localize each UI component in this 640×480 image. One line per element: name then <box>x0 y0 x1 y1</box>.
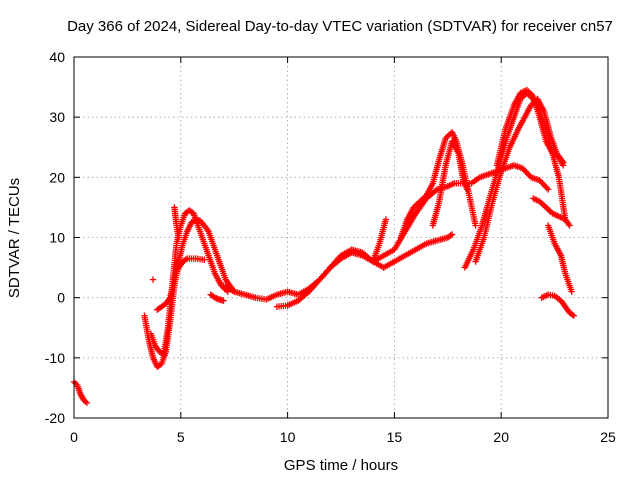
y-tick-label: -20 <box>45 410 65 426</box>
y-tick-label: -10 <box>45 350 65 366</box>
x-axis-label: GPS time / hours <box>284 457 398 474</box>
data-point <box>382 216 390 223</box>
x-tick-label: 5 <box>177 429 185 445</box>
chart-title: Day 366 of 2024, Sidereal Day-to-day VTE… <box>67 18 613 35</box>
data-point <box>570 312 578 319</box>
axis-ticks: 0 5 10 15 20 25 -20 -10 0 10 20 30 40 <box>45 49 616 445</box>
x-tick-label: 0 <box>70 429 78 445</box>
data-point <box>463 186 471 193</box>
data-point <box>544 186 552 193</box>
y-tick-label: 20 <box>49 169 65 185</box>
y-tick-label: 30 <box>49 109 65 125</box>
data-point <box>448 231 456 238</box>
x-tick-label: 10 <box>280 429 296 445</box>
data-point <box>447 232 454 239</box>
x-tick-label: 15 <box>387 429 403 445</box>
data-point <box>568 288 575 295</box>
data-point <box>149 276 157 283</box>
data-point <box>559 159 567 166</box>
data-point <box>83 399 91 407</box>
y-axis-label: SDTVAR / TECUs <box>6 178 23 298</box>
x-tick-label: 25 <box>600 429 616 445</box>
data-point <box>472 222 479 229</box>
data-point <box>182 256 189 263</box>
x-tick-label: 20 <box>493 429 509 445</box>
y-tick-label: 40 <box>49 49 65 65</box>
data-point <box>569 311 576 318</box>
data-point <box>175 234 182 241</box>
data-point <box>566 222 573 229</box>
data-point <box>201 256 208 263</box>
data-marks <box>70 86 578 407</box>
data-point <box>220 297 227 304</box>
y-tick-label: 10 <box>49 230 65 246</box>
y-tick-label: 0 <box>57 290 65 306</box>
